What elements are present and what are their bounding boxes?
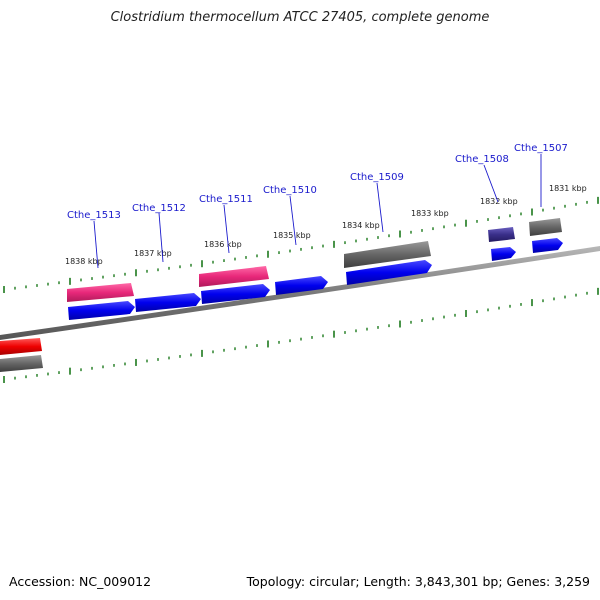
cds-arrow-cthe-1507[interactable] bbox=[532, 238, 563, 253]
gene-label-cthe-1509[interactable]: Cthe_1509 bbox=[350, 172, 404, 183]
leader-line-cthe-1512 bbox=[158, 212, 164, 263]
cds-arrow-cthe-1513[interactable] bbox=[68, 301, 135, 320]
kbp-label: 1835 kbp bbox=[273, 231, 311, 240]
gene-labels: Cthe_1513 Cthe_1512 Cthe_1511 Cthe_1510 … bbox=[67, 143, 568, 221]
kbp-label: 1834 kbp bbox=[342, 221, 380, 230]
outer-tick-track bbox=[3, 196, 599, 294]
kbp-label: 1838 kbp bbox=[65, 257, 103, 266]
leader-line-cthe-1513 bbox=[93, 220, 99, 269]
kbp-label-group: 1838 kbp 1837 kbp 1836 kbp 1835 kbp 1834… bbox=[65, 184, 587, 266]
leader-line-cthe-1509 bbox=[376, 182, 384, 233]
leader-line-cthe-1511 bbox=[223, 204, 230, 254]
map-title: Clostridium thermocellum ATCC 27405, com… bbox=[110, 10, 490, 25]
cds-arrow-cthe-1512[interactable] bbox=[135, 293, 201, 312]
leader-line-cthe-1508 bbox=[483, 164, 499, 203]
kbp-label: 1837 kbp bbox=[134, 249, 172, 258]
genome-summary-text: Topology: circular; Length: 3,843,301 bp… bbox=[246, 574, 590, 589]
feature-cthe-1509-gray[interactable] bbox=[344, 241, 431, 268]
kbp-label: 1836 kbp bbox=[204, 240, 242, 249]
gene-label-cthe-1511[interactable]: Cthe_1511 bbox=[199, 194, 253, 205]
cds-arrow-cthe-1511[interactable] bbox=[201, 284, 270, 304]
kbp-label: 1831 kbp bbox=[549, 184, 587, 193]
gene-label-cthe-1513[interactable]: Cthe_1513 bbox=[67, 210, 121, 221]
gene-leader-lines bbox=[93, 154, 542, 269]
kbp-label: 1832 kbp bbox=[480, 197, 518, 206]
gene-label-cthe-1510[interactable]: Cthe_1510 bbox=[263, 185, 317, 196]
kbp-label: 1833 kbp bbox=[411, 209, 449, 218]
feature-left-gray[interactable] bbox=[0, 355, 43, 372]
gene-label-cthe-1507[interactable]: Cthe_1507 bbox=[514, 143, 568, 154]
cds-arrow-cthe-1508[interactable] bbox=[491, 247, 516, 261]
inner-tick-track bbox=[3, 287, 599, 384]
gene-label-cthe-1512[interactable]: Cthe_1512 bbox=[132, 203, 186, 214]
feature-left-red[interactable] bbox=[0, 338, 42, 355]
cds-arrow-cthe-1510[interactable] bbox=[275, 276, 328, 295]
cds-arrow-cthe-1509[interactable] bbox=[346, 260, 432, 285]
feature-cthe-1513-rna[interactable] bbox=[67, 283, 134, 302]
feature-cthe-1508-purple[interactable] bbox=[488, 227, 515, 242]
gene-label-cthe-1508[interactable]: Cthe_1508 bbox=[455, 154, 509, 165]
accession-text: Accession: NC_009012 bbox=[9, 574, 152, 589]
feature-cthe-1511-rna[interactable] bbox=[199, 266, 269, 287]
feature-cthe-1507-gray[interactable] bbox=[529, 218, 562, 236]
leader-line-cthe-1510 bbox=[289, 195, 297, 246]
genome-backbone bbox=[0, 246, 600, 340]
